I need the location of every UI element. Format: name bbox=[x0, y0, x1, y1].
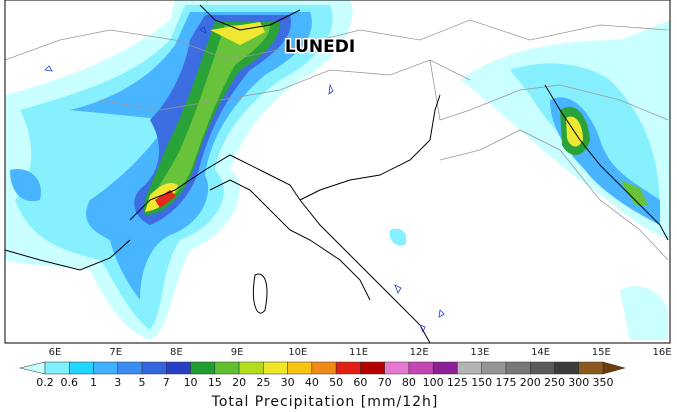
colorbar-level: 80 bbox=[402, 376, 416, 389]
colorbar-level: 150 bbox=[471, 376, 492, 389]
colorbar-level: 5 bbox=[139, 376, 146, 389]
colorbar-level: 1 bbox=[90, 376, 97, 389]
colorbar-level: 0.6 bbox=[61, 376, 79, 389]
colorbar-level: 25 bbox=[256, 376, 270, 389]
colorbar-level: 125 bbox=[447, 376, 468, 389]
colorbar-bin bbox=[311, 361, 337, 375]
colorbar-level: 350 bbox=[593, 376, 614, 389]
colorbar-bin bbox=[141, 361, 167, 375]
colorbar-bin bbox=[238, 361, 264, 375]
longitude-label: 13E bbox=[470, 347, 489, 358]
colorbar-bin bbox=[190, 361, 216, 375]
colorbar-arrow-low bbox=[19, 361, 46, 375]
colorbar-level: 3 bbox=[114, 376, 121, 389]
colorbar-bin bbox=[384, 361, 410, 375]
colorbar-bin bbox=[263, 361, 288, 375]
longitude-labels: 6E 7E 8E 9E 10E 11E 12E 13E 14E 15E 16E bbox=[49, 347, 672, 358]
day-label: LUNEDI bbox=[285, 37, 355, 57]
colorbar-title: Total Precipitation [mm/12h] bbox=[211, 394, 439, 410]
colorbar-level: 250 bbox=[544, 376, 565, 389]
map-panel: LUNEDI bbox=[4, 0, 671, 344]
longitude-label: 11E bbox=[349, 347, 368, 358]
colorbar-bin bbox=[69, 361, 94, 375]
colorbar-level: 60 bbox=[353, 376, 367, 389]
colorbar-bin bbox=[287, 361, 313, 375]
colorbar-bin bbox=[335, 361, 361, 375]
colorbar-bin bbox=[554, 361, 579, 375]
colorbar-level: 70 bbox=[378, 376, 392, 389]
longitude-label: 6E bbox=[49, 347, 62, 358]
colorbar-level: 200 bbox=[520, 376, 541, 389]
colorbar-level: 100 bbox=[423, 376, 444, 389]
longitude-label: 12E bbox=[410, 347, 429, 358]
colorbar-bin bbox=[214, 361, 240, 375]
colorbar-arrow-high bbox=[602, 361, 626, 375]
longitude-label: 8E bbox=[170, 347, 183, 358]
longitude-label: 14E bbox=[531, 347, 550, 358]
colorbar-level: 7 bbox=[163, 376, 170, 389]
colorbar-bin bbox=[93, 361, 119, 375]
colorbar-bin bbox=[44, 361, 70, 375]
colorbar-level: 40 bbox=[305, 376, 319, 389]
longitude-label: 10E bbox=[288, 347, 307, 358]
longitude-label: 15E bbox=[592, 347, 611, 358]
colorbar: 0.2 0.6 1 3 5 7 10 15 20 25 30 40 50 60 70 80 100 125 150 1… bbox=[19, 361, 626, 389]
colorbar-bin bbox=[505, 361, 531, 375]
colorbar-level: 10 bbox=[184, 376, 198, 389]
longitude-label: 16E bbox=[652, 347, 671, 358]
colorbar-level: 0.2 bbox=[36, 376, 54, 389]
colorbar-level: 50 bbox=[329, 376, 343, 389]
colorbar-bin bbox=[166, 361, 191, 375]
longitude-label: 9E bbox=[231, 347, 244, 358]
colorbar-bin bbox=[578, 361, 604, 375]
colorbar-level: 175 bbox=[495, 376, 516, 389]
colorbar-bin bbox=[408, 361, 434, 375]
colorbar-bin bbox=[360, 361, 385, 375]
colorbar-bin bbox=[432, 361, 458, 375]
longitude-label: 7E bbox=[109, 347, 122, 358]
colorbar-bin bbox=[457, 361, 482, 375]
colorbar-bin bbox=[117, 361, 143, 375]
colorbar-level: 20 bbox=[232, 376, 246, 389]
colorbar-level: 30 bbox=[281, 376, 295, 389]
colorbar-level: 15 bbox=[208, 376, 222, 389]
colorbar-level: 300 bbox=[568, 376, 589, 389]
colorbar-bin bbox=[529, 361, 555, 375]
colorbar-bin bbox=[481, 361, 507, 375]
